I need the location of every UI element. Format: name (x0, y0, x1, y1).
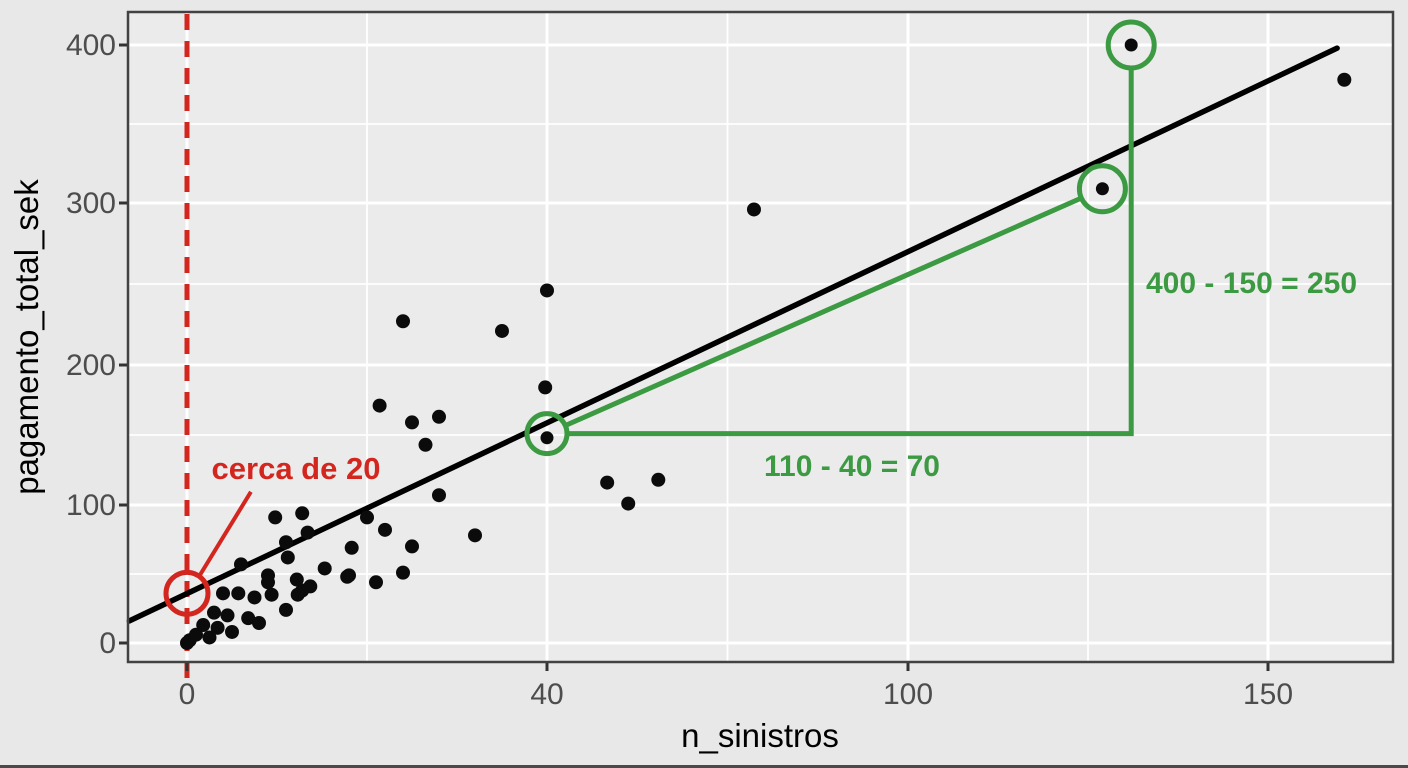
slope-rise-annotation: 400 - 150 = 250 (1146, 267, 1357, 300)
data-point (418, 437, 433, 452)
data-point (261, 575, 275, 590)
data-point (432, 409, 446, 424)
data-point (252, 615, 266, 630)
x-axis-title: n_sinistros (681, 717, 839, 754)
data-point (216, 586, 230, 601)
data-point (317, 561, 332, 576)
data-point (372, 398, 387, 413)
data-point (495, 323, 509, 338)
intercept-callout-line (196, 490, 253, 579)
data-point (378, 522, 392, 537)
data-point (289, 572, 304, 587)
regression-line (126, 45, 1340, 624)
data-point (538, 380, 553, 395)
y-tick-label: 100 (66, 489, 116, 522)
slope-run-annotation: 110 - 40 = 70 (764, 450, 940, 483)
x-tick-label: 150 (1243, 678, 1293, 711)
data-point (405, 539, 419, 554)
data-point (268, 510, 283, 525)
data-point (189, 627, 203, 642)
data-point (369, 575, 383, 590)
x-tick-label: 100 (883, 678, 933, 711)
data-point (279, 535, 293, 550)
data-point (540, 283, 554, 298)
data-point (344, 540, 359, 555)
x-tick-label: 40 (530, 678, 563, 711)
panel-border (126, 10, 1395, 664)
data-point (280, 550, 295, 565)
bottom-bar (0, 765, 1408, 768)
data-point (396, 565, 410, 580)
slope-point-circle (1105, 19, 1157, 71)
data-point (432, 488, 446, 503)
y-tick-label: 0 (99, 627, 116, 660)
y-axis-title: pagamento_total_sek (8, 179, 45, 495)
y-tick-label: 300 (66, 187, 116, 220)
data-point (220, 608, 235, 623)
data-point (225, 624, 239, 639)
data-point (340, 569, 355, 584)
data-point (405, 415, 419, 430)
slope-point-circle (1076, 163, 1128, 215)
data-point (396, 314, 410, 329)
intercept-circle (163, 569, 211, 617)
y-tick-label: 400 (66, 29, 116, 62)
data-point (746, 202, 761, 217)
data-point (202, 630, 217, 645)
data-point (360, 510, 374, 525)
data-point (196, 618, 211, 633)
data-point (300, 525, 315, 540)
data-point (651, 472, 666, 487)
data-point (1337, 72, 1352, 87)
highlighted-data-point (1095, 182, 1109, 196)
data-point (231, 586, 246, 601)
data-point (468, 528, 482, 543)
data-point (234, 557, 248, 572)
data-point (295, 583, 310, 598)
data-point (295, 506, 310, 521)
data-point (600, 475, 615, 490)
y-tick-label: 200 (66, 349, 116, 382)
slope-hypotenuse-line (566, 196, 1081, 428)
data-point (247, 590, 262, 605)
data-point (210, 620, 225, 635)
slope-run-rise-lines (569, 69, 1134, 437)
data-point (207, 605, 221, 620)
highlighted-data-point (540, 431, 554, 445)
data-point (279, 602, 293, 617)
slope-point-circle (524, 411, 570, 457)
data-point (621, 496, 636, 511)
intercept-annotation: cerca de 20 (212, 451, 381, 486)
data-point (241, 611, 256, 626)
highlighted-data-point (1124, 38, 1138, 52)
data-point (264, 587, 279, 602)
x-tick-label: 0 (179, 678, 196, 711)
